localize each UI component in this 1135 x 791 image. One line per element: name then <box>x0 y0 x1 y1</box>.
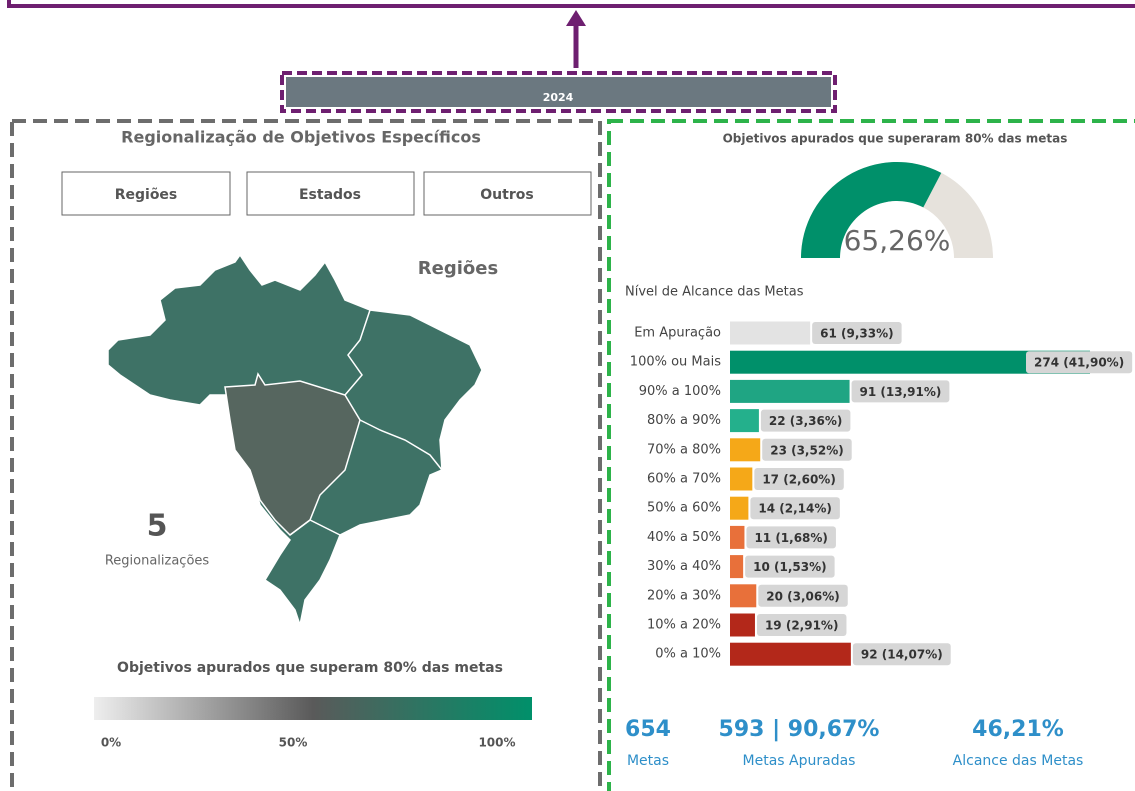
kpi-value: 654 <box>625 717 671 742</box>
left-panel-border <box>10 119 602 791</box>
value-label: 22 (3,36%) <box>769 414 842 428</box>
value-label: 274 (41,90%) <box>1034 356 1124 370</box>
top-frame <box>7 0 1135 8</box>
legend-tick: 0% <box>101 736 121 750</box>
arrow-head <box>566 10 586 26</box>
panel-title: Regionalização de Objetivos Específicos <box>121 128 481 147</box>
value-label: 11 (1,68%) <box>754 531 827 545</box>
category-label: 70% a 80% <box>647 442 721 457</box>
value-label-box <box>750 497 840 520</box>
gauge-title: Objetivos apurados que superaram 80% das… <box>723 132 1068 146</box>
category-label: Em Apuração <box>634 326 721 341</box>
tab-label: Outros <box>480 187 533 203</box>
category-label: 10% a 20% <box>647 618 721 633</box>
tab-label: Regiões <box>115 187 178 203</box>
count-label: Regionalizações <box>105 554 210 569</box>
gauge-value-label: 65,26% <box>844 224 951 257</box>
category-label: 80% a 90% <box>647 413 721 428</box>
bar <box>730 379 850 403</box>
tab-label: Estados <box>299 187 361 203</box>
value-label: 92 (14,07%) <box>861 648 943 662</box>
value-label-box <box>1026 351 1133 374</box>
tab-regioes[interactable]: Regiões <box>61 171 231 216</box>
brazil-map <box>107 253 483 628</box>
kpi-value: 46,21% <box>972 717 1064 742</box>
value-label-box <box>754 468 844 490</box>
value-label: 10 (1,53%) <box>753 560 826 574</box>
value-label-box <box>851 380 950 403</box>
bar <box>730 613 755 637</box>
bar <box>730 467 753 491</box>
map-border <box>359 419 443 471</box>
value-label: 19 (2,91%) <box>765 619 838 633</box>
value-label-box <box>762 438 852 461</box>
gauge-value <box>801 161 942 258</box>
count-value: 5 <box>147 509 168 544</box>
map-region-center-west <box>224 372 361 536</box>
value-label: 20 (3,06%) <box>766 589 839 603</box>
bar <box>730 496 749 520</box>
value-label-box <box>746 526 836 549</box>
kpi-label: Alcance das Metas <box>953 753 1084 769</box>
value-label: 91 (13,91%) <box>860 385 942 399</box>
button-outline <box>280 71 837 113</box>
value-label: 14 (2,14%) <box>758 502 831 516</box>
bar <box>730 642 851 666</box>
value-label-box <box>756 614 847 636</box>
bar <box>730 525 745 549</box>
legend-tick: 50% <box>279 736 308 750</box>
value-label-box <box>758 584 848 607</box>
category-label: 50% a 60% <box>647 501 721 516</box>
value-label-box <box>760 409 851 432</box>
kpi-row: 654 Metas 593 | 90,67% Metas Apuradas 46… <box>625 717 1083 769</box>
bar-chart-title: Nível de Alcance das Metas <box>625 285 804 300</box>
tab-outros[interactable]: Outros <box>423 171 592 216</box>
value-label-box <box>812 322 902 344</box>
kpi-value: 593 | 90,67% <box>719 717 880 742</box>
year-button[interactable]: 2024 <box>280 71 837 113</box>
category-label: 90% a 100% <box>639 384 721 399</box>
button-fill <box>286 77 831 107</box>
kpi-label: Metas <box>627 753 669 769</box>
map-border <box>344 309 371 396</box>
bar <box>730 350 1090 374</box>
category-label: 60% a 70% <box>647 472 721 487</box>
value-label: 61 (9,33%) <box>820 327 893 341</box>
legend-title: Objetivos apurados que superam 80% das m… <box>117 660 503 676</box>
legend-tick: 100% <box>478 736 515 750</box>
tab-box <box>423 171 592 216</box>
bar <box>730 555 744 579</box>
category-label: 0% a 10% <box>655 647 721 662</box>
map-label: Regiões <box>418 258 498 279</box>
value-label: 17 (2,60%) <box>762 473 835 487</box>
value-label-box <box>745 555 835 578</box>
category-label: 30% a 40% <box>647 559 721 574</box>
category-label: 20% a 30% <box>647 588 721 603</box>
button-label: 2024 <box>543 91 574 104</box>
category-label: 100% ou Mais <box>630 355 721 370</box>
bar <box>730 438 761 462</box>
tab-estados[interactable]: Estados <box>246 171 415 216</box>
map-border <box>289 519 341 536</box>
bar <box>730 584 757 608</box>
bar <box>730 321 811 345</box>
category-label: 40% a 50% <box>647 530 721 545</box>
bar <box>730 409 759 433</box>
value-label-box <box>852 643 951 666</box>
tab-box <box>246 171 415 216</box>
kpi-label: Metas Apuradas <box>743 753 856 769</box>
tab-box <box>61 171 231 216</box>
legend-gradient <box>94 697 532 720</box>
value-label: 23 (3,52%) <box>770 443 843 457</box>
